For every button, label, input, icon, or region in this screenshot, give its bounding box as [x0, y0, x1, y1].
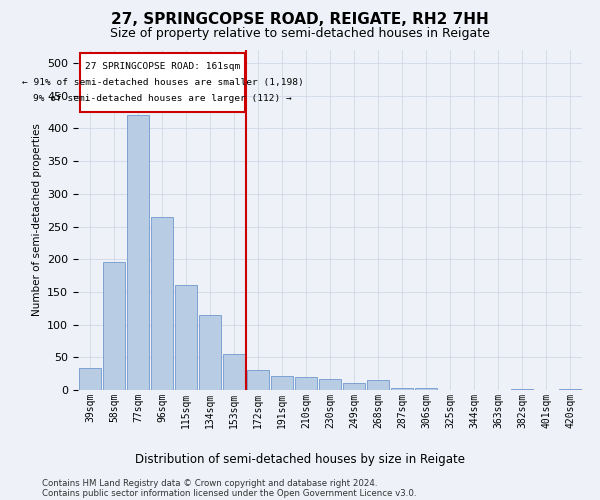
Text: Distribution of semi-detached houses by size in Reigate: Distribution of semi-detached houses by …: [135, 452, 465, 466]
Bar: [151, 216, 173, 390]
Bar: [127, 116, 149, 390]
Bar: [79, 368, 101, 390]
Bar: [103, 262, 125, 390]
Text: ← 91% of semi-detached houses are smaller (1,198): ← 91% of semi-detached houses are smalle…: [22, 78, 304, 87]
Y-axis label: Number of semi-detached properties: Number of semi-detached properties: [32, 124, 41, 316]
Bar: [511, 388, 533, 390]
Bar: [80, 54, 245, 112]
Text: 9% of semi-detached houses are larger (112) →: 9% of semi-detached houses are larger (1…: [33, 94, 292, 103]
Bar: [559, 388, 581, 390]
Bar: [199, 315, 221, 390]
Bar: [295, 377, 317, 390]
Bar: [271, 376, 293, 390]
Text: 27 SPRINGCOPSE ROAD: 161sqm: 27 SPRINGCOPSE ROAD: 161sqm: [85, 62, 240, 71]
Bar: [223, 354, 245, 390]
Bar: [391, 388, 413, 390]
Text: Size of property relative to semi-detached houses in Reigate: Size of property relative to semi-detach…: [110, 28, 490, 40]
Bar: [343, 384, 365, 390]
Bar: [367, 380, 389, 390]
Bar: [175, 286, 197, 390]
Bar: [247, 370, 269, 390]
Text: 27, SPRINGCOPSE ROAD, REIGATE, RH2 7HH: 27, SPRINGCOPSE ROAD, REIGATE, RH2 7HH: [111, 12, 489, 28]
Text: Contains public sector information licensed under the Open Government Licence v3: Contains public sector information licen…: [42, 489, 416, 498]
Bar: [319, 379, 341, 390]
Text: Contains HM Land Registry data © Crown copyright and database right 2024.: Contains HM Land Registry data © Crown c…: [42, 479, 377, 488]
Bar: [415, 388, 437, 390]
